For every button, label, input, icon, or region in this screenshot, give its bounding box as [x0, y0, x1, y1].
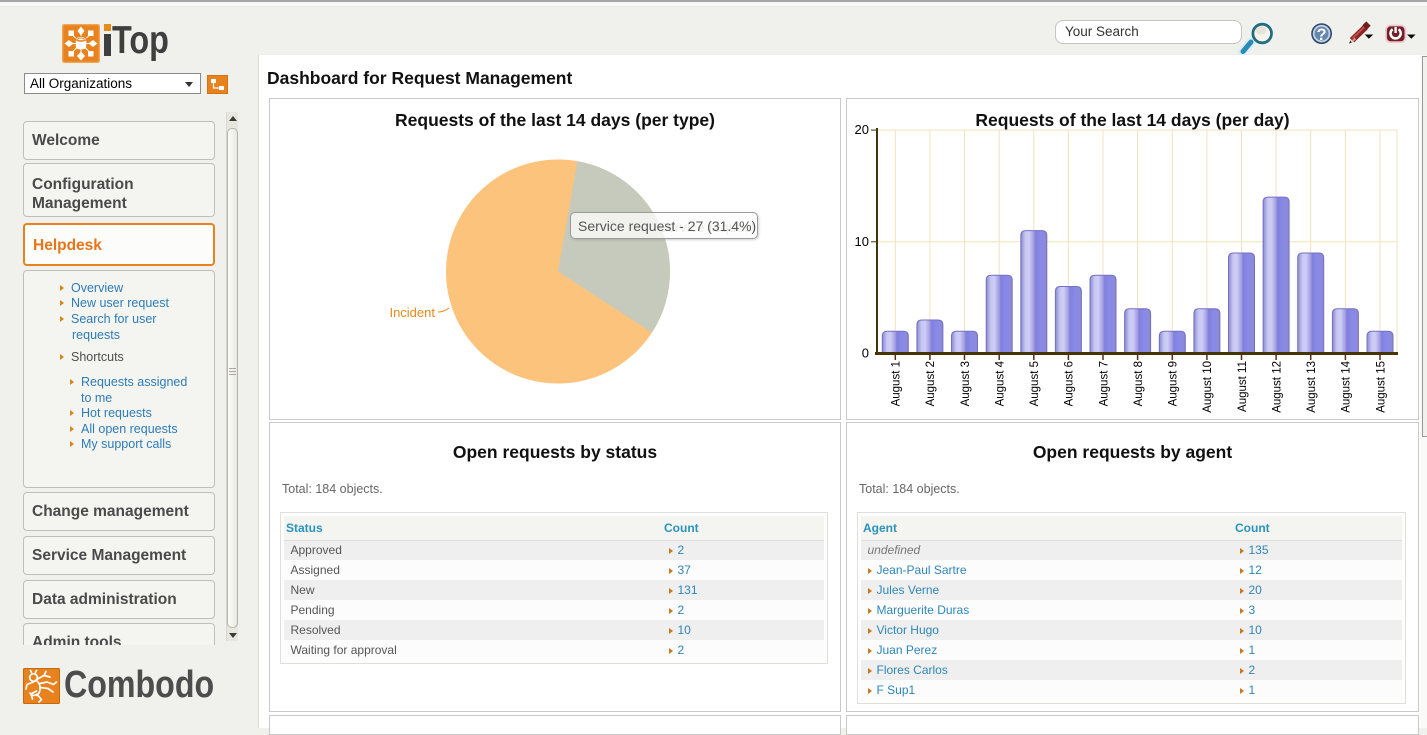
svg-text:August 8: August 8 [1133, 361, 1145, 406]
svg-text:August 7: August 7 [1098, 361, 1110, 406]
svg-text:Incident: Incident [389, 305, 435, 320]
svg-text:August 13: August 13 [1306, 361, 1318, 413]
svg-text:20: 20 [855, 122, 869, 137]
svg-text:August 1: August 1 [891, 361, 903, 406]
svg-text:August 15: August 15 [1375, 361, 1387, 413]
svg-text:0: 0 [862, 346, 869, 361]
svg-text:10: 10 [855, 234, 869, 249]
svg-text:August 14: August 14 [1341, 360, 1353, 412]
svg-text:August 10: August 10 [1202, 361, 1214, 413]
svg-text:August 9: August 9 [1168, 361, 1180, 406]
svg-text:August 11: August 11 [1237, 361, 1249, 412]
svg-text:August 4: August 4 [995, 360, 1007, 406]
svg-text:August 3: August 3 [960, 361, 972, 406]
svg-text:August 5: August 5 [1029, 361, 1041, 406]
svg-text:August 6: August 6 [1064, 361, 1076, 406]
svg-text:?: ? [1317, 26, 1327, 44]
svg-text:August 2: August 2 [925, 361, 937, 406]
svg-text:August 12: August 12 [1271, 361, 1283, 413]
